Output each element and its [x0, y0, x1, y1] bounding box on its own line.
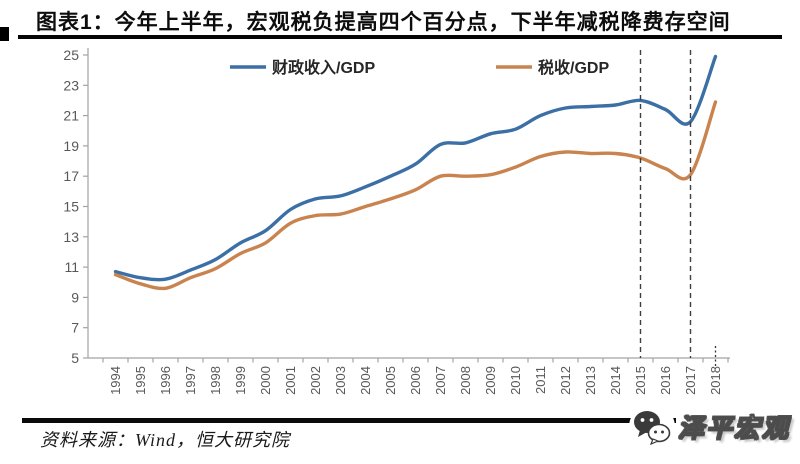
y-axis-label: 21 [63, 108, 79, 124]
x-axis-label: 1997 [183, 366, 198, 395]
x-axis-label: 2015 [633, 366, 648, 395]
chart-title: 图表1：今年上半年，宏观税负提高四个百分点，下半年减税降费存空间 [36, 11, 731, 34]
y-axis-label: 23 [63, 77, 79, 93]
x-axis-label: 2016 [658, 366, 673, 395]
y-axis-label: 5 [71, 350, 79, 366]
x-axis-label: 2001 [283, 366, 298, 395]
x-axis-label: 2017 [683, 366, 698, 395]
x-axis-label: 2014 [608, 366, 623, 395]
x-axis-label: 1998 [208, 366, 223, 395]
y-axis-label: 11 [64, 259, 79, 275]
x-axis-label: 2012 [558, 366, 573, 395]
x-axis-label: 1999 [233, 366, 248, 395]
y-axis-label: 17 [63, 168, 79, 184]
x-axis-label: 1994 [108, 366, 123, 395]
legend-label: 税收/GDP [538, 58, 609, 77]
source-note: 资料来源：Wind，恒大研究院 [40, 430, 291, 450]
x-axis-label: 2005 [383, 366, 398, 395]
x-axis-label: 2010 [508, 366, 523, 395]
legend-label: 财政收入/GDP [271, 58, 375, 77]
bottom-rule [22, 418, 796, 423]
title-rule [18, 35, 782, 39]
x-axis-label: 1996 [158, 366, 173, 395]
watermark: 泽平宏观 [628, 403, 796, 451]
y-axis-label: 9 [71, 289, 79, 305]
series-line-fiscal-revenue-gdp [113, 54, 718, 282]
x-axis-label: 2018 [708, 366, 723, 395]
x-axis-label: 2002 [308, 366, 323, 395]
y-axis-label: 25 [63, 47, 79, 63]
x-axis-label: 2007 [433, 366, 448, 395]
x-axis-label: 2000 [258, 366, 273, 395]
x-axis-label: 2006 [408, 366, 423, 395]
x-axis-label: 2004 [358, 366, 373, 395]
y-axis-label: 13 [63, 229, 79, 245]
x-axis-label: 2013 [583, 366, 598, 395]
series-line-tax-gdp [113, 100, 718, 291]
title-notch [0, 27, 9, 41]
x-axis-label: 1995 [133, 366, 148, 395]
x-axis-label: 2003 [333, 366, 348, 395]
watermark-text: 泽平宏观 [675, 405, 796, 449]
y-axis-label: 19 [63, 138, 79, 154]
x-axis-label: 2011 [533, 366, 548, 394]
y-axis-label: 7 [71, 320, 79, 336]
x-axis-label: 2008 [458, 366, 473, 395]
x-axis-label: 2009 [483, 366, 498, 395]
chat-bubbles-icon [628, 404, 675, 450]
y-axis-label: 15 [63, 199, 79, 215]
